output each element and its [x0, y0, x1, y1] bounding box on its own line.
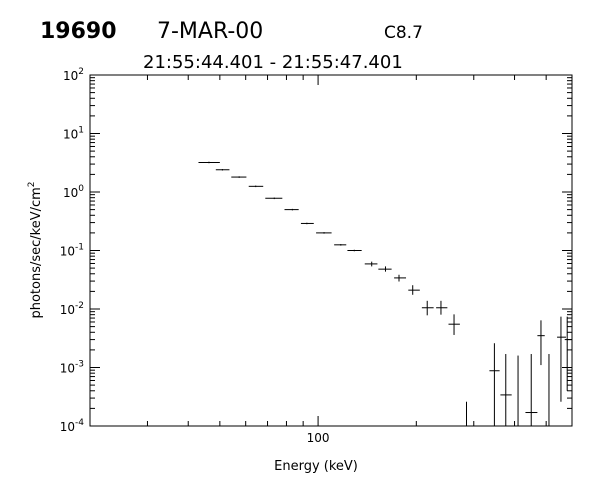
data-point	[215, 169, 230, 171]
data-point	[564, 316, 572, 391]
x-tick-label: 100	[307, 431, 330, 445]
plot-frame	[89, 74, 573, 427]
y-tick-label: 10-2	[60, 301, 84, 317]
time-range: 21:55:44.401 - 21:55:47.401	[143, 52, 403, 73]
y-tick-label: 10-4	[60, 418, 85, 434]
data-point	[198, 161, 220, 164]
data-point	[316, 232, 332, 234]
y-axis-label: photons/sec/keV/cm2	[27, 181, 44, 318]
data-point	[500, 354, 512, 426]
data-point	[408, 285, 420, 295]
data-point	[525, 354, 538, 426]
y-axis-label-text: photons/sec/keV/cm	[29, 187, 44, 318]
y-tick-label: 10-1	[60, 243, 84, 259]
y-tick-label-exponent: 2	[78, 67, 84, 77]
data-points	[198, 161, 572, 426]
data-point	[248, 185, 264, 188]
y-tick-label-base: 10	[60, 420, 75, 434]
y-tick-label: 101	[63, 126, 84, 142]
y-tick-label-exponent: -2	[75, 301, 84, 311]
y-tick-label-base: 10	[63, 69, 78, 83]
y-tick-label-exponent: 1	[78, 126, 84, 136]
y-tick-label: 102	[63, 67, 84, 83]
data-point	[537, 320, 545, 366]
axis-ticks	[89, 74, 573, 427]
y-tick-label: 100	[63, 184, 84, 200]
y-tick-label-exponent: 0	[78, 184, 84, 194]
observation-date: 7-MAR-00	[157, 19, 263, 44]
data-point	[557, 316, 566, 402]
y-tick-label-base: 10	[60, 362, 75, 376]
data-point	[364, 261, 378, 267]
y-tick-label: 10-3	[60, 360, 84, 376]
data-point	[489, 343, 500, 426]
y-tick-label-base: 10	[60, 245, 75, 259]
y-axis-label-superscript: 2	[27, 181, 37, 187]
data-point	[436, 300, 448, 315]
data-point	[284, 208, 299, 211]
data-point	[334, 244, 347, 246]
y-tick-label-exponent: -4	[75, 418, 84, 428]
data-point	[421, 300, 434, 316]
y-tick-label-base: 10	[60, 303, 75, 317]
data-point	[378, 266, 392, 272]
data-point	[265, 197, 283, 200]
flare-class: C8.7	[384, 23, 423, 43]
y-tick-label-base: 10	[63, 128, 78, 142]
data-point	[448, 314, 460, 335]
y-tick-label-exponent: -3	[75, 360, 84, 370]
observation-id: 19690	[40, 19, 117, 44]
y-tick-label-base: 10	[63, 186, 78, 200]
data-point	[394, 274, 407, 282]
x-axis-label: Energy (keV)	[274, 459, 358, 474]
data-point	[347, 249, 362, 252]
y-tick-label-exponent: -1	[75, 243, 84, 253]
data-point	[231, 176, 247, 178]
data-point	[300, 222, 314, 225]
